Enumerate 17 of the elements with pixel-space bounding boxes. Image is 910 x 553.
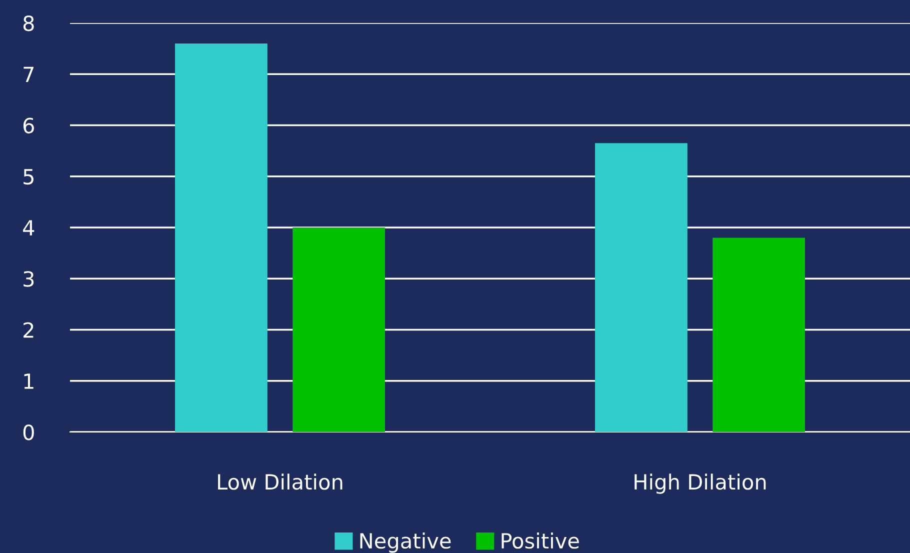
y-tick-label: 6 xyxy=(23,118,34,134)
x-tick-label: Low Dilation xyxy=(218,474,342,490)
y-tick-label: 3 xyxy=(24,271,34,287)
y-tick-label: 1 xyxy=(24,374,34,389)
x-tick-label: High Dilation xyxy=(634,474,766,494)
y-tick-label: 7 xyxy=(24,66,34,82)
legend-label: Positive xyxy=(502,532,579,549)
y-tick-label: 2 xyxy=(24,322,34,338)
y-tick-label: 8 xyxy=(23,15,34,32)
bar xyxy=(292,228,385,432)
y-tick-label: 0 xyxy=(23,424,34,440)
y-tick-label: 4 xyxy=(23,220,34,236)
bar xyxy=(175,43,268,432)
bar xyxy=(595,143,688,432)
legend-label: Negative xyxy=(360,532,451,553)
y-tick-label: 5 xyxy=(24,169,34,185)
bar xyxy=(712,238,805,432)
